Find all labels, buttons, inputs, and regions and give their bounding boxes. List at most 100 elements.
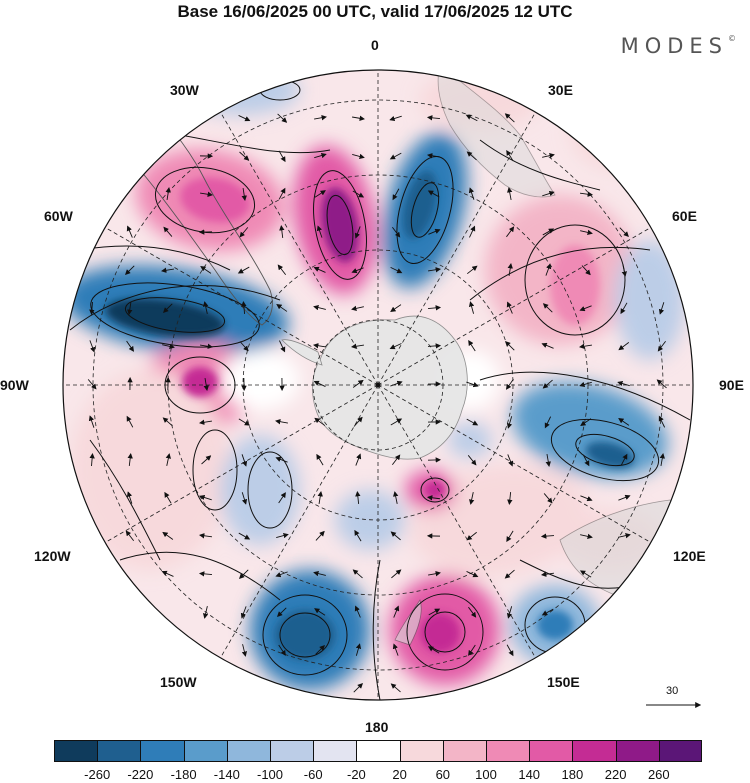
- wind-arrow: [466, 381, 479, 388]
- wind-arrow: [579, 343, 592, 349]
- wind-arrow: [506, 644, 514, 657]
- streamline-loop: [406, 593, 484, 671]
- wind-arrow: [618, 533, 631, 539]
- lon-label-30w: 30W: [170, 82, 199, 98]
- wind-arrow: [351, 267, 364, 274]
- streamline-loop: [420, 477, 450, 503]
- wind-arrow: [278, 150, 286, 163]
- wind-arrow: [355, 453, 362, 466]
- colorbar-tick-label: 260: [647, 767, 670, 782]
- wind-arrow: [276, 607, 287, 618]
- streamline-curve: [119, 551, 281, 601]
- wind-arrow: [393, 491, 399, 504]
- wind-arrow: [165, 187, 171, 200]
- wind-arrow: [200, 191, 213, 197]
- wind-arrow: [504, 569, 515, 579]
- meridian-line: [105, 384, 379, 543]
- wind-arrow: [391, 569, 402, 579]
- wind-arrow: [88, 415, 95, 428]
- wind-arrow: [427, 646, 440, 654]
- wind-arrow: [505, 378, 514, 390]
- wind-arrow: [541, 608, 554, 616]
- wind-arrow: [390, 266, 403, 274]
- wind-arrow: [427, 153, 440, 159]
- colorbar-swatch: [270, 740, 314, 762]
- wind-arrow: [240, 606, 247, 619]
- wind-arrow: [162, 417, 173, 427]
- wind-arrow: [355, 643, 362, 656]
- wind-arrow: [89, 340, 96, 353]
- wind-arrow: [355, 490, 361, 505]
- streamline-curve: [69, 285, 281, 331]
- anomaly-core: [550, 245, 600, 325]
- anomaly-core: [420, 613, 460, 653]
- wind-arrow: [276, 303, 288, 312]
- wind-arrow: [391, 454, 401, 466]
- wind-arrow: [657, 340, 666, 352]
- anomaly-core: [585, 441, 635, 469]
- wind-arrow: [314, 115, 327, 121]
- colorbar-swatch: [486, 740, 530, 762]
- wind-arrow: [618, 418, 630, 426]
- wind-arrow: [541, 342, 554, 349]
- wind-arrow: [428, 228, 441, 235]
- colorbar-tick-label: 220: [604, 767, 627, 782]
- wind-arrow: [658, 415, 666, 428]
- africa-outline: [437, 70, 556, 198]
- wind-arrow: [165, 453, 171, 466]
- wind-arrow: [352, 153, 365, 160]
- wind-arrows: [87, 113, 667, 693]
- wind-arrow: [504, 341, 515, 351]
- wind-arrow: [314, 152, 327, 159]
- streamline-loop: [550, 418, 660, 482]
- wind-arrow: [279, 340, 286, 353]
- antarctic-peninsula: [281, 339, 323, 366]
- colorbar-swatch: [529, 740, 573, 762]
- colorbar-tick-label: -260: [84, 767, 111, 782]
- anomaly-blob: [448, 422, 492, 458]
- wind-arrow: [313, 266, 326, 273]
- wind-arrow: [542, 153, 555, 159]
- wind-arrow: [279, 224, 285, 239]
- wind-arrow: [278, 187, 286, 200]
- streamline-curve: [479, 139, 601, 191]
- meridian-line: [220, 384, 379, 658]
- wind-arrow: [393, 605, 400, 618]
- streamline-curve: [89, 439, 161, 561]
- wind-arrow: [467, 455, 477, 466]
- anomaly-core: [105, 298, 225, 338]
- streamline-curve: [469, 247, 651, 301]
- anomaly-core: [321, 187, 359, 263]
- wind-arrow: [352, 115, 365, 121]
- wind-arrow: [239, 227, 249, 238]
- wind-arrow: [617, 380, 630, 387]
- wind-arrow: [392, 188, 400, 201]
- map-boundary: [62, 69, 694, 701]
- colorbar-swatch: [313, 740, 357, 762]
- anomaly-blob: [410, 463, 590, 577]
- wind-arrow: [581, 265, 591, 276]
- colorbar-tick-label: 100: [475, 767, 497, 782]
- wind-arrow: [241, 188, 247, 201]
- meridian-line: [377, 112, 536, 386]
- wind-arrow: [201, 455, 212, 465]
- wind-arrow: [580, 229, 593, 236]
- streamline-loop: [410, 182, 440, 238]
- colorbar-tick-label: 180: [561, 767, 584, 782]
- wind-arrow: [506, 226, 515, 238]
- wind-arrow: [315, 644, 326, 655]
- colorbar-swatch: [356, 740, 401, 762]
- wind-arrow: [238, 569, 249, 580]
- wind-arrow: [313, 304, 326, 311]
- colorbar-tick-label: -20: [346, 767, 366, 782]
- wind-arrow: [238, 532, 251, 540]
- streamline-loop: [313, 170, 367, 280]
- anomaly-core: [537, 610, 573, 640]
- wind-arrow: [427, 267, 442, 273]
- wind-arrow: [198, 533, 213, 539]
- wind-arrow: [542, 228, 555, 236]
- colorbar-swatch: [615, 740, 660, 762]
- anomaly-blob: [220, 350, 300, 410]
- wind-arrow: [468, 187, 475, 200]
- wind-arrow: [241, 454, 248, 467]
